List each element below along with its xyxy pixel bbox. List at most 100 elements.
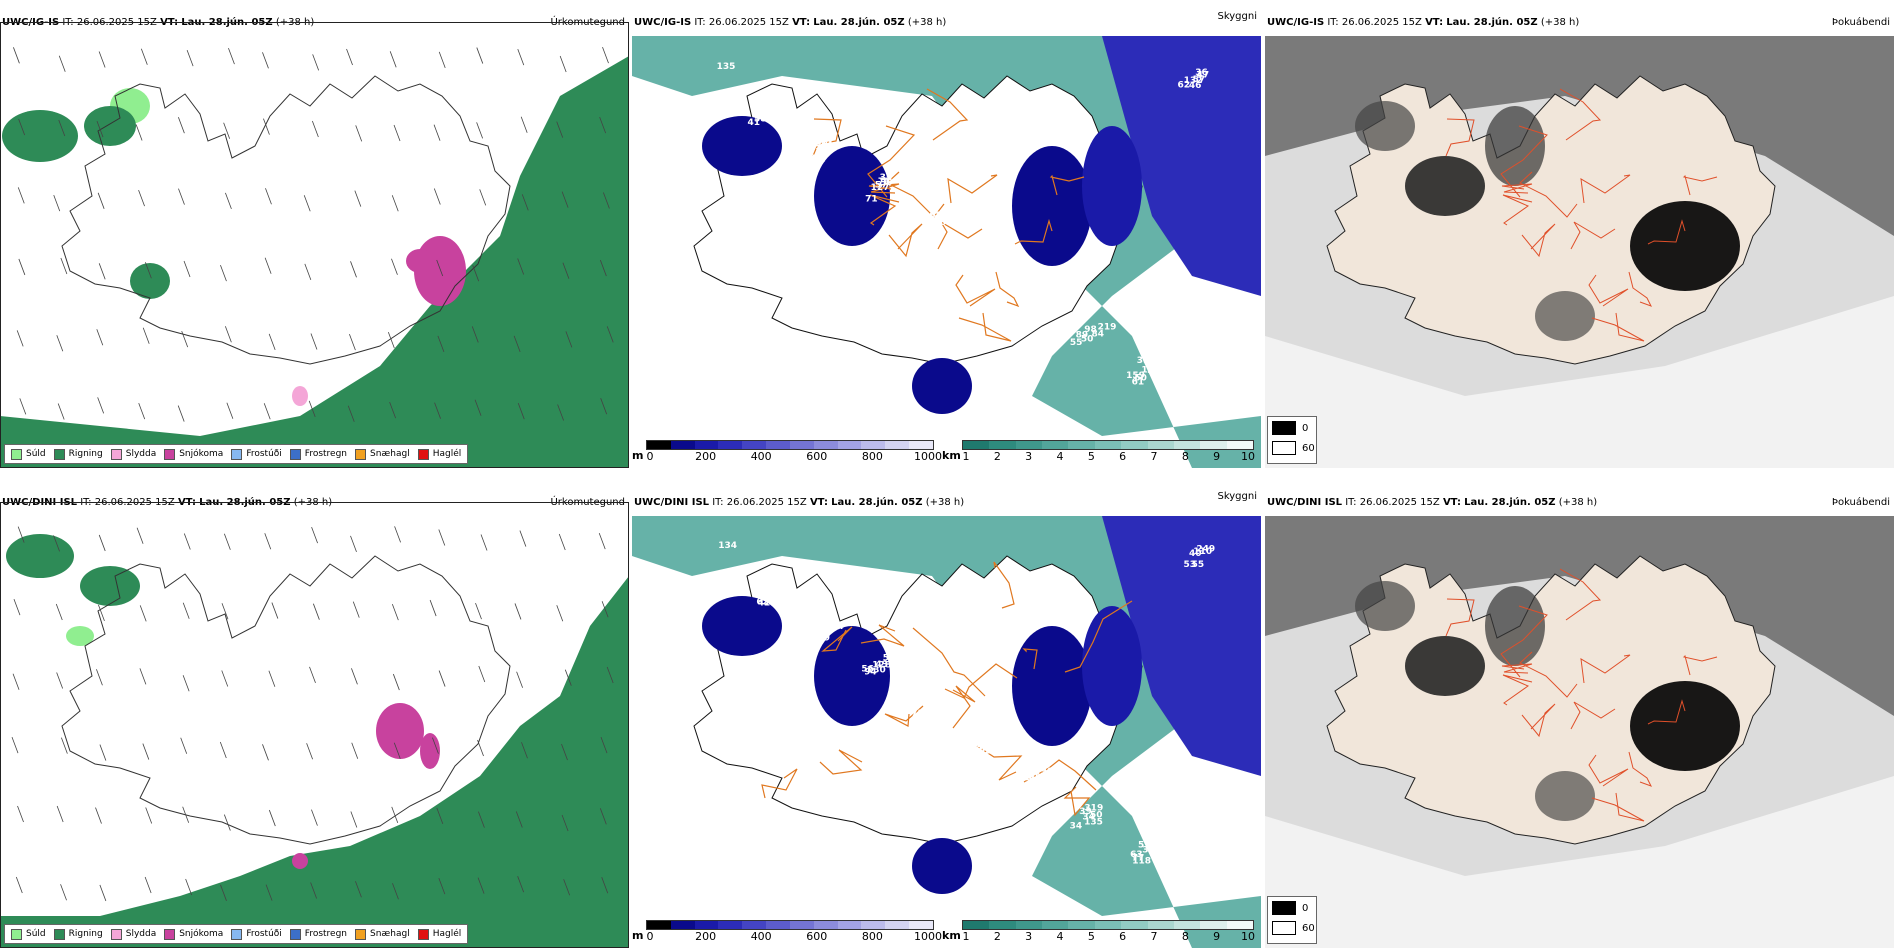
wind-barb: [96, 669, 103, 686]
wind-barb: [476, 47, 484, 64]
low-cloud-area: [1102, 36, 1261, 296]
road: [1588, 754, 1629, 787]
road: [1502, 194, 1533, 226]
rain-area: [2, 110, 78, 162]
fog-field: [1265, 516, 1894, 716]
wind-barb: [178, 188, 185, 205]
wind-barb: [226, 402, 234, 419]
cloud-base-label: 194: [920, 694, 939, 704]
fog-legend-swatch: [1272, 441, 1296, 455]
rain-area: [0, 576, 629, 948]
wind-barb: [98, 534, 106, 552]
wind-barb: [178, 117, 185, 134]
wind-barb: [606, 326, 614, 343]
wind-barb: [182, 602, 190, 619]
road: [1647, 699, 1686, 725]
wind-barb: [262, 744, 269, 761]
road: [1500, 125, 1548, 198]
legend-swatch: [231, 448, 243, 460]
wind-barb: [351, 742, 359, 759]
fog-core: [1355, 101, 1415, 151]
cloud-base-label: 49: [924, 228, 937, 238]
colorbar-tick: 200: [695, 450, 717, 463]
wind-barb: [182, 675, 190, 692]
wind-barb: [602, 47, 609, 64]
cloud-base-label: 71: [865, 194, 878, 204]
cloud-base-label: 55: [1070, 338, 1083, 348]
colorbar-segment: [1068, 441, 1095, 449]
legend-item: Frostúði: [231, 448, 282, 460]
road: [1023, 759, 1097, 791]
wind-barb: [57, 403, 65, 420]
init-time: 26.06.2025 15Z: [726, 497, 807, 508]
legend-label: Haglél: [432, 449, 462, 459]
cloud-base-label: 68: [1027, 780, 1040, 790]
road: [1049, 174, 1085, 196]
legend-item: Rigning: [53, 928, 103, 940]
wind-barb: [515, 811, 523, 828]
wind-barb: [139, 668, 147, 685]
wind-barb: [262, 52, 269, 69]
low-cloud-area: [1082, 126, 1142, 246]
fog-legend-row: 0: [1272, 421, 1308, 435]
colorbar-segment: [1121, 921, 1148, 929]
wind-barb: [53, 195, 61, 212]
wind-barb: [389, 51, 397, 68]
wind-barb: [60, 257, 68, 275]
legend-swatch: [231, 928, 243, 940]
fog-field: [1265, 776, 1894, 948]
init-time: 26.06.2025 15Z: [76, 17, 157, 28]
model-name: UWC/DINI ISL: [2, 497, 78, 508]
cloud-base-label: 56: [861, 664, 874, 674]
road: [1580, 174, 1631, 204]
road: [947, 174, 998, 204]
wind-barb: [391, 604, 399, 621]
road: [819, 749, 863, 775]
lead-time: (+38 h): [293, 497, 333, 508]
colorbar-segment: [861, 441, 886, 449]
cloud-base-label: 30: [1043, 283, 1056, 293]
fog-map: [1265, 516, 1894, 948]
drizzle-area: [66, 626, 94, 646]
colorbar-tick: 1: [962, 930, 970, 943]
road: [1063, 786, 1091, 817]
wind-barb: [186, 50, 194, 67]
road: [912, 627, 986, 697]
wind-barb: [393, 124, 401, 142]
wind-barb: [477, 877, 485, 894]
colorbar-tick: 10: [1241, 930, 1255, 943]
colorbar-segment: [789, 921, 814, 929]
colorbar-segment: [1147, 921, 1174, 929]
wind-barb: [58, 119, 66, 137]
legend-label: Snjókoma: [179, 929, 224, 939]
wind-barb: [56, 335, 64, 352]
cloud-base-label: 50: [1134, 374, 1147, 384]
colorbar-unit: km: [942, 449, 961, 462]
cloud-base-label: 132: [1184, 76, 1203, 86]
road: [821, 626, 853, 652]
wind-barb: [519, 530, 527, 547]
legend-item: Slydda: [110, 448, 156, 460]
wind-barb: [264, 533, 272, 550]
cloud-base-label: 46: [1189, 81, 1202, 91]
wind-barb: [599, 116, 607, 134]
wind-barb: [599, 808, 607, 825]
panel-tag: Skyggni: [1217, 11, 1257, 22]
legend-swatch: [164, 448, 176, 460]
wind-barb: [480, 534, 488, 551]
wind-barb: [263, 403, 271, 420]
road: [1683, 175, 1718, 196]
panel-header: UWC/DINI ISL IT: 26.06.2025 15Z VT: Lau.…: [2, 497, 625, 508]
fog-panel-row1: UWC/IG-IS IT: 26.06.2025 15Z VT: Lau. 28…: [1265, 8, 1894, 468]
model-name: UWC/DINI ISL: [1267, 497, 1343, 508]
cloud-base-label: 69: [766, 110, 779, 120]
road: [885, 171, 945, 218]
colorbar-segment: [647, 441, 671, 449]
wind-barb: [393, 742, 401, 759]
colorbar-segment: [885, 441, 910, 449]
wind-barb: [354, 190, 362, 207]
colorbar-segment: [813, 441, 838, 449]
cloud-base-label: 84: [1092, 329, 1105, 339]
coastline: [61, 555, 511, 845]
fog-field: [1265, 296, 1894, 468]
